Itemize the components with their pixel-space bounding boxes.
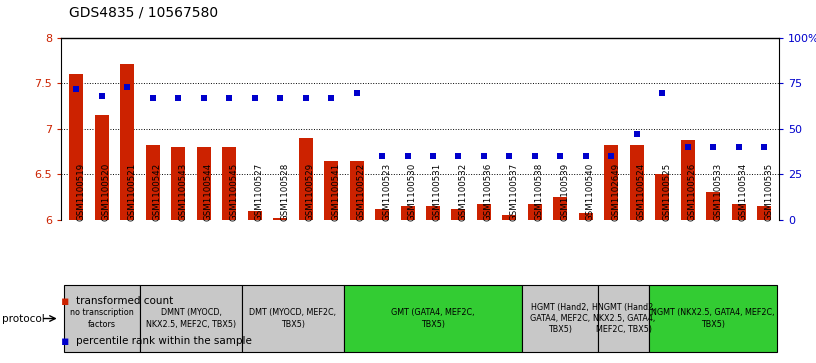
Text: GSM1100538: GSM1100538 [534, 163, 543, 221]
Bar [299, 138, 313, 220]
Text: GSM1100531: GSM1100531 [433, 163, 442, 221]
Bar [655, 174, 669, 220]
Text: GSM1100523: GSM1100523 [382, 163, 391, 221]
Text: GSM1100524: GSM1100524 [636, 163, 645, 221]
Text: GMT (GATA4, MEF2C,
TBX5): GMT (GATA4, MEF2C, TBX5) [391, 309, 475, 329]
Bar [273, 218, 287, 220]
Text: GSM1100526: GSM1100526 [688, 163, 697, 221]
Text: GSM1100530: GSM1100530 [407, 163, 416, 221]
Text: percentile rank within the sample: percentile rank within the sample [76, 336, 252, 346]
Text: GSM1100542: GSM1100542 [153, 163, 162, 221]
Text: GSM1100544: GSM1100544 [204, 163, 213, 221]
Text: transformed count: transformed count [76, 296, 173, 306]
Bar [401, 206, 415, 220]
Bar [503, 215, 517, 220]
Text: GSM1100537: GSM1100537 [509, 163, 518, 221]
Text: GSM1100529: GSM1100529 [306, 163, 315, 221]
Text: GSM1100539: GSM1100539 [561, 163, 570, 221]
Bar [248, 211, 262, 220]
Text: NGMT (NKX2.5, GATA4, MEF2C,
TBX5): NGMT (NKX2.5, GATA4, MEF2C, TBX5) [651, 309, 775, 329]
Bar [604, 145, 619, 220]
Bar [706, 192, 720, 220]
Text: GSM1100525: GSM1100525 [662, 163, 671, 221]
Text: GSM1100533: GSM1100533 [713, 163, 722, 221]
Bar [426, 206, 440, 220]
Bar [344, 285, 522, 352]
Bar [64, 285, 140, 352]
Text: GSM1100535: GSM1100535 [764, 163, 773, 221]
Text: GSM1100522: GSM1100522 [357, 163, 366, 221]
Bar [95, 115, 109, 220]
Bar [146, 145, 160, 220]
Text: GSM1100521: GSM1100521 [127, 163, 136, 221]
Text: no transcription
factors: no transcription factors [70, 309, 134, 329]
Text: GSM1100543: GSM1100543 [179, 163, 188, 221]
Text: GSM1100541: GSM1100541 [331, 163, 340, 221]
Bar [579, 213, 592, 220]
Bar [477, 204, 491, 220]
Bar [681, 140, 694, 220]
Bar [324, 160, 338, 220]
Text: GSM1100534: GSM1100534 [738, 163, 747, 221]
Text: HGMT (Hand2,
GATA4, MEF2C,
TBX5): HGMT (Hand2, GATA4, MEF2C, TBX5) [530, 303, 590, 334]
Text: GSM1100520: GSM1100520 [102, 163, 111, 221]
Text: GSM1100540: GSM1100540 [586, 163, 595, 221]
Text: GSM1102649: GSM1102649 [611, 163, 620, 221]
Bar [757, 206, 771, 220]
Text: ▪: ▪ [61, 335, 69, 348]
Bar [349, 160, 364, 220]
Bar [731, 204, 746, 220]
Bar [598, 285, 650, 352]
Bar [69, 73, 83, 220]
Text: DMT (MYOCD, MEF2C,
TBX5): DMT (MYOCD, MEF2C, TBX5) [250, 309, 336, 329]
Bar [375, 209, 389, 220]
Text: GSM1100532: GSM1100532 [459, 163, 468, 221]
Text: DMNT (MYOCD,
NKX2.5, MEF2C, TBX5): DMNT (MYOCD, NKX2.5, MEF2C, TBX5) [146, 309, 236, 329]
Text: GSM1100519: GSM1100519 [77, 163, 86, 221]
Bar [522, 285, 598, 352]
Bar [121, 64, 135, 220]
Bar [140, 285, 242, 352]
Bar [630, 145, 644, 220]
Text: protocol: protocol [2, 314, 45, 323]
Text: ▪: ▪ [61, 295, 69, 308]
Bar [222, 147, 237, 220]
Text: GDS4835 / 10567580: GDS4835 / 10567580 [69, 6, 219, 20]
Text: GSM1100536: GSM1100536 [484, 163, 493, 221]
Text: GSM1100545: GSM1100545 [229, 163, 238, 221]
Bar [171, 147, 185, 220]
Bar [197, 147, 211, 220]
Text: HNGMT (Hand2,
NKX2.5, GATA4,
MEF2C, TBX5): HNGMT (Hand2, NKX2.5, GATA4, MEF2C, TBX5… [592, 303, 656, 334]
Text: GSM1100527: GSM1100527 [255, 163, 264, 221]
Bar [242, 285, 344, 352]
Bar [451, 209, 465, 220]
Text: GSM1100528: GSM1100528 [280, 163, 289, 221]
Bar [553, 197, 567, 220]
Bar [650, 285, 777, 352]
Bar [528, 204, 542, 220]
